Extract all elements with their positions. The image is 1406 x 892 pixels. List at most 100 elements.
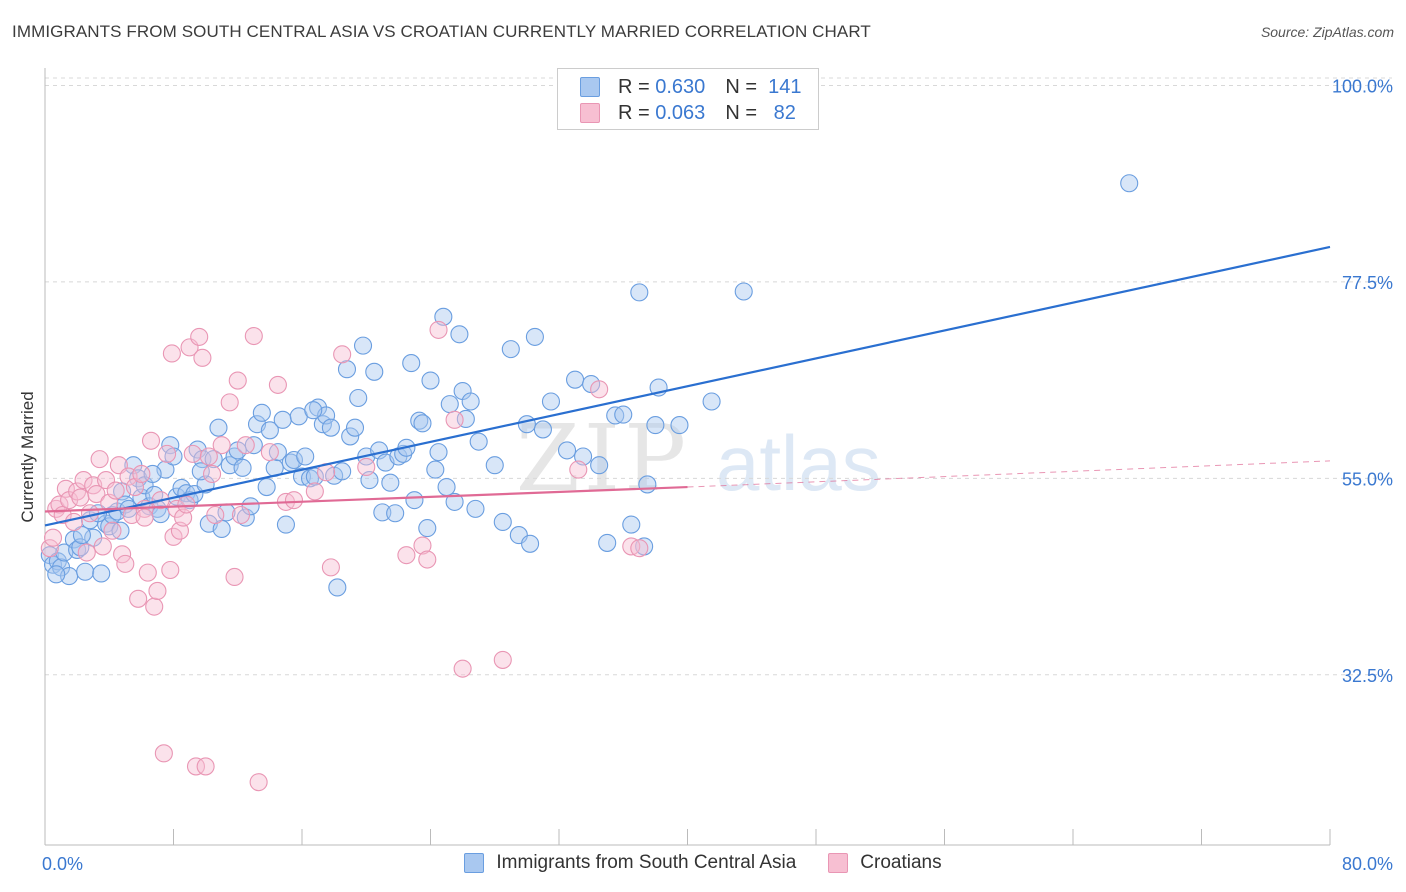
blue-data-point xyxy=(450,325,469,344)
blue-trend-line xyxy=(44,245,1331,527)
legend-n-label: N = xyxy=(725,101,757,124)
blue-data-point xyxy=(204,450,223,469)
chart-title: IMMIGRANTS FROM SOUTH CENTRAL ASIA VS CR… xyxy=(12,22,871,41)
pink-data-point xyxy=(305,482,324,501)
legend-n-label: N = xyxy=(725,75,757,98)
pink-data-point xyxy=(43,528,63,547)
blue-data-point xyxy=(328,578,347,597)
series-label: Immigrants from South Central Asia xyxy=(496,852,797,873)
pink-data-point xyxy=(158,444,177,463)
series-legend-item-pink[interactable]: Croatians xyxy=(828,852,942,874)
pink-data-point xyxy=(186,757,206,776)
blue-data-point xyxy=(353,336,373,355)
pink-data-point xyxy=(196,757,215,776)
blue-data-point xyxy=(273,410,292,429)
pink-data-point xyxy=(56,479,75,498)
x-tick-label: 0.0% xyxy=(42,854,83,874)
pink-data-point xyxy=(132,464,151,484)
y-tick-label: 77.5% xyxy=(1342,273,1393,293)
legend-r-label: R = xyxy=(618,75,650,98)
pink-trend-line xyxy=(44,485,688,513)
pink-data-point xyxy=(40,539,59,558)
pink-data-point xyxy=(135,508,154,527)
legend-r-value: 0.630 xyxy=(655,75,706,98)
blue-data-point xyxy=(252,403,271,422)
legend-n-value: 82 xyxy=(773,101,796,124)
blue-data-point xyxy=(236,508,255,527)
pink-data-point xyxy=(138,563,157,582)
pink-data-point xyxy=(397,546,416,565)
watermark-atlas: atlas xyxy=(716,419,881,507)
pink-data-point xyxy=(569,460,588,479)
pink-data-point xyxy=(590,380,609,399)
blue-data-point xyxy=(501,340,520,359)
series-label: Croatians xyxy=(860,852,942,873)
blue-data-point xyxy=(47,565,66,584)
blue-data-point xyxy=(590,456,609,475)
blue-data-point xyxy=(257,478,276,497)
blue-data-point xyxy=(72,526,91,545)
blue-data-point xyxy=(734,282,753,301)
x-tick-label: 80.0% xyxy=(1342,854,1393,874)
pink-data-point xyxy=(106,481,125,500)
pink-data-point xyxy=(357,457,376,477)
blue-data-point xyxy=(469,432,488,451)
blue-data-point xyxy=(209,418,228,437)
blue-data-point xyxy=(402,354,421,373)
pink-data-point xyxy=(77,543,96,562)
blue-data-point xyxy=(260,421,279,440)
pink-data-point xyxy=(236,436,255,455)
pink-data-point xyxy=(80,504,100,523)
legend-r-label: R = xyxy=(618,101,650,124)
blue-data-point xyxy=(365,362,384,381)
pink-data-point xyxy=(161,560,180,580)
source-credit: Source: ZipAtlas.com xyxy=(1260,24,1394,40)
blue-data-point xyxy=(321,418,340,437)
pink-data-point xyxy=(225,567,244,587)
blue-data-point xyxy=(191,462,210,481)
blue-data-point xyxy=(525,327,544,346)
watermark-zip: ZIP xyxy=(516,405,690,512)
series-legend-item-blue[interactable]: Immigrants from South Central Asia xyxy=(464,852,796,874)
pink-data-point xyxy=(183,444,202,463)
blue-data-point xyxy=(341,427,360,446)
pink-data-point xyxy=(71,488,90,507)
pink-data-point xyxy=(64,512,83,532)
legend-row-blue: R = 0.630 N = 141 xyxy=(580,74,802,100)
pink-data-point xyxy=(249,773,268,792)
blue-data-point xyxy=(445,492,464,511)
pink-data-point xyxy=(333,345,352,364)
blue-data-point xyxy=(622,515,641,534)
pink-data-point xyxy=(429,320,448,339)
blue-data-point xyxy=(276,515,295,534)
series-legend: Immigrants from South Central Asia Croat… xyxy=(0,852,1406,874)
blue-data-point xyxy=(557,441,577,460)
blue-data-point xyxy=(521,534,540,553)
blue-data-point xyxy=(233,458,252,477)
blue-data-point xyxy=(437,478,456,497)
pink-data-point xyxy=(260,443,279,462)
pink-data-point xyxy=(125,478,144,497)
series-swatch-pink xyxy=(828,853,849,873)
blue-data-point xyxy=(461,392,480,411)
pink-data-point xyxy=(177,495,196,514)
blue-data-point xyxy=(413,414,432,433)
pink-data-point xyxy=(87,484,106,504)
pink-data-point xyxy=(113,545,132,564)
blue-data-point xyxy=(702,392,721,411)
blue-data-point xyxy=(566,370,585,389)
blue-data-point xyxy=(638,475,657,494)
legend-swatch-blue xyxy=(580,77,600,97)
pink-data-point xyxy=(231,505,251,525)
legend-row-pink: R = 0.063 N = 82 xyxy=(580,100,796,126)
legend-n-value: 141 xyxy=(768,75,802,98)
y-tick-label: 100.0% xyxy=(1332,76,1393,96)
pink-data-point xyxy=(193,348,212,367)
pink-data-point xyxy=(445,410,464,429)
pink-trend-extension xyxy=(687,460,1331,488)
blue-data-point xyxy=(373,503,392,522)
correlation-legend: R = 0.630 N = 141 R = 0.063 N = 82 xyxy=(557,68,819,130)
blue-data-point xyxy=(405,491,424,510)
pink-data-point xyxy=(418,550,437,569)
